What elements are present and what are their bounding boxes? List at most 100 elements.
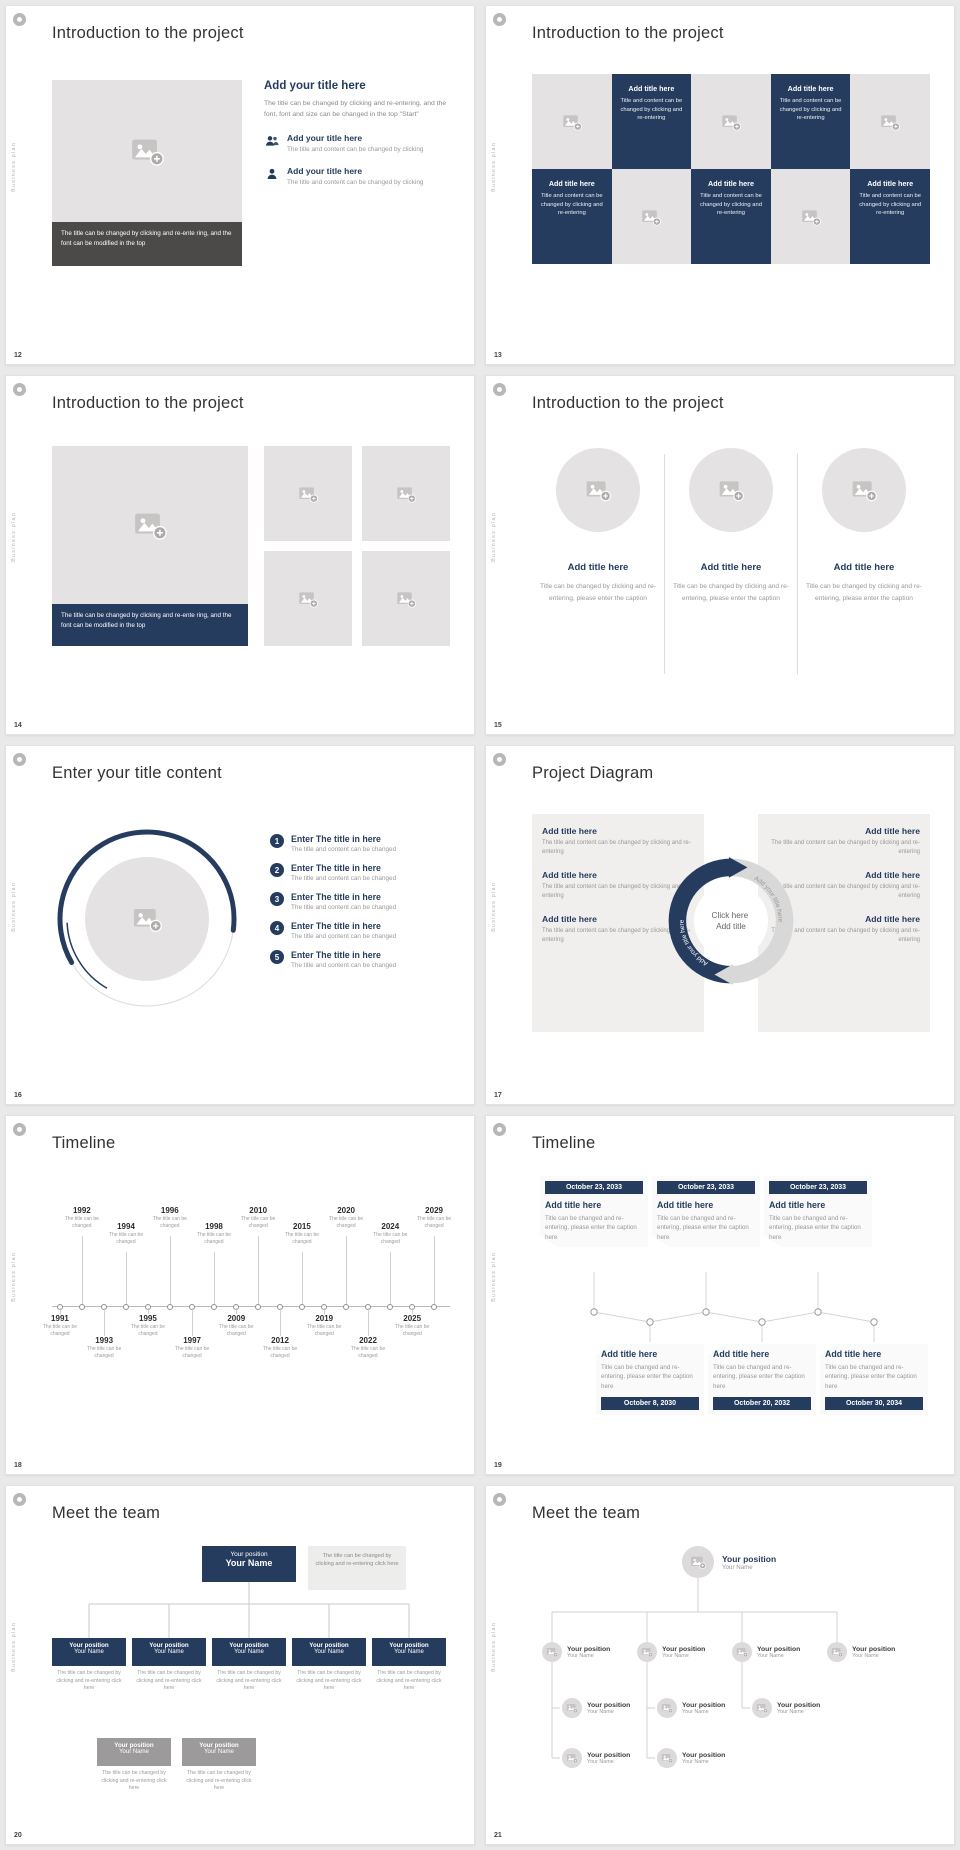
timeline-year: 1992 (72, 1206, 91, 1215)
timeline-stem (126, 1252, 128, 1304)
timeline-item: Add title here Title can be changed and … (708, 1344, 816, 1415)
org-chart: Your position Your Name Your position Yo… (532, 1546, 930, 1824)
timeline-stem (346, 1236, 348, 1304)
position-label: Your position (777, 1701, 821, 1709)
org-member: Your position Your Name (752, 1698, 820, 1718)
image-placeholder (691, 74, 771, 169)
slide-side-label: Business plan (491, 142, 497, 192)
image-placeholder-icon (396, 589, 416, 609)
timeline-desc: The title can be changed (307, 1324, 342, 1337)
timeline-dot (387, 1304, 394, 1310)
timeline-node: 2019 The title can be changed (301, 1304, 347, 1337)
position-label: Your position (682, 1701, 726, 1709)
timeline-item: Add title here Title can be changed and … (596, 1344, 704, 1415)
avatar-placeholder (657, 1748, 677, 1768)
donut-center-label: Click here Add title (712, 911, 751, 931)
timeline-dot (298, 1304, 305, 1310)
panel-item: Add title here The title and content can… (768, 870, 920, 901)
slide-16-thumbnail[interactable]: Business plan Enter your title content 1… (5, 745, 475, 1105)
item-desc: Title can be changed and re-entering, pl… (713, 1364, 805, 1390)
slide-content: 1 Enter The title in here The title and … (52, 806, 450, 1084)
item-title: Add your title here (287, 133, 363, 144)
org-member-box: Your position Your Name (97, 1738, 171, 1766)
list-item: 4 Enter The title in here The title and … (270, 921, 450, 940)
vertical-divider (664, 454, 665, 674)
timeline-node: 1992 The title can be changed (59, 1206, 105, 1310)
numbered-list: 1 Enter The title in here The title and … (270, 834, 450, 979)
tile-desc: Title and content can be changed by clic… (540, 193, 603, 217)
list-item-text: Add your title here The title and conten… (287, 166, 423, 187)
org-member: Your position Your Name (657, 1748, 725, 1768)
slide-19-thumbnail[interactable]: Business plan Timeline October 23, 2033 … (485, 1115, 955, 1475)
name-label: Your Name (234, 1649, 264, 1655)
timeline-desc: The title can be changed (196, 1232, 232, 1245)
slide-side-label: Business plan (491, 512, 497, 562)
item-desc: The title and content can be changed (291, 904, 397, 911)
timeline-desc: The title can be changed (87, 1346, 122, 1359)
slide-20-thumbnail[interactable]: Business plan Meet the team Your positio… (5, 1485, 475, 1845)
org-root-caption: The title can be changed by clicking and… (308, 1546, 406, 1590)
image-placeholder (264, 446, 352, 541)
timeline-dot (166, 1304, 173, 1310)
timeline-dot (78, 1304, 85, 1310)
slide-15-thumbnail[interactable]: Business plan Introduction to the projec… (485, 375, 955, 735)
timeline-desc: The title can be changed (262, 1346, 298, 1359)
item-desc: The title and content can be changed by … (542, 928, 691, 943)
checkerboard-grid: Add title here Title and content can be … (532, 74, 930, 264)
position-label: Your position (69, 1642, 109, 1649)
item-desc: The title and content can be changed by … (771, 884, 920, 899)
slide-content: The title can be changed by clicking and… (52, 436, 450, 714)
name-label: Your Name (314, 1649, 344, 1655)
slide-14-thumbnail[interactable]: Business plan Introduction to the projec… (5, 375, 475, 735)
grid-cell: Business plan Introduction to the projec… (480, 370, 960, 740)
step-number-badge: 4 (270, 921, 284, 935)
position-label: Your position (389, 1642, 429, 1649)
name-label: Your Name (204, 1749, 234, 1755)
timeline-desc: The title can be changed (219, 1324, 254, 1337)
avatar-placeholder (682, 1546, 714, 1578)
slide-page-number: 14 (14, 722, 22, 729)
grid-cell: Business plan Project Diagram Add title … (480, 740, 960, 1110)
avatar-placeholder (732, 1642, 752, 1662)
date-banner: October 30, 2034 (825, 1396, 923, 1410)
org-member: Your position Your Name (637, 1642, 705, 1662)
brand-logo-icon (13, 383, 26, 396)
slide-side-label: Business plan (11, 882, 17, 932)
item-desc: Title can be changed and re-entering, pl… (769, 1215, 861, 1241)
position-label: Your position (149, 1642, 189, 1649)
name-label: Your Name (74, 1649, 104, 1655)
timeline-desc: The title can be changed (350, 1346, 386, 1359)
slide-18-thumbnail[interactable]: Business plan Timeline 1991 The title can… (5, 1115, 475, 1475)
position-label: Your position (852, 1645, 896, 1653)
item-title: Add title here (769, 1200, 826, 1210)
text-tile: Add title here Title and content can be … (770, 74, 851, 169)
item-title: Enter The title in here (291, 892, 381, 902)
slide-page-number: 16 (14, 1092, 22, 1099)
timeline-stem (368, 1308, 369, 1336)
timeline-node: 1997 The title can be changed (169, 1304, 215, 1359)
tile-title: Add title here (708, 179, 754, 188)
brand-logo-icon (493, 1493, 506, 1506)
image-placeholder (822, 448, 906, 532)
tile-desc: Title and content can be changed by clic… (620, 98, 683, 122)
image-placeholder (52, 80, 242, 222)
timeline-desc: The title can be changed (175, 1346, 210, 1359)
slide-title: Introduction to the project (532, 24, 724, 42)
timeline-year: 2025 (403, 1314, 422, 1323)
slide-page-number: 21 (494, 1832, 502, 1839)
org-member: Your position Your Name (542, 1642, 610, 1662)
avatar-placeholder (657, 1698, 677, 1718)
slide-12-thumbnail[interactable]: Business plan Introduction to the projec… (5, 5, 475, 365)
item-title: Add title here (713, 1349, 770, 1359)
org-chart-connectors (551, 1578, 838, 1759)
slide-21-thumbnail[interactable]: Business plan Meet the team Your positio… (485, 1485, 955, 1845)
slide-13-thumbnail[interactable]: Business plan Introduction to the projec… (485, 5, 955, 365)
image-placeholder-icon (661, 1702, 673, 1714)
tile-title: Add title here (628, 84, 675, 93)
list-item: 3 Enter The title in here The title and … (270, 892, 450, 911)
name-label: Your Name (119, 1749, 149, 1755)
tile-desc: Title and content can be changed by clic… (779, 98, 842, 122)
brand-logo-icon (13, 1123, 26, 1136)
timeline-desc: The title can be changed (395, 1324, 430, 1337)
slide-17-thumbnail[interactable]: Business plan Project Diagram Add title … (485, 745, 955, 1105)
